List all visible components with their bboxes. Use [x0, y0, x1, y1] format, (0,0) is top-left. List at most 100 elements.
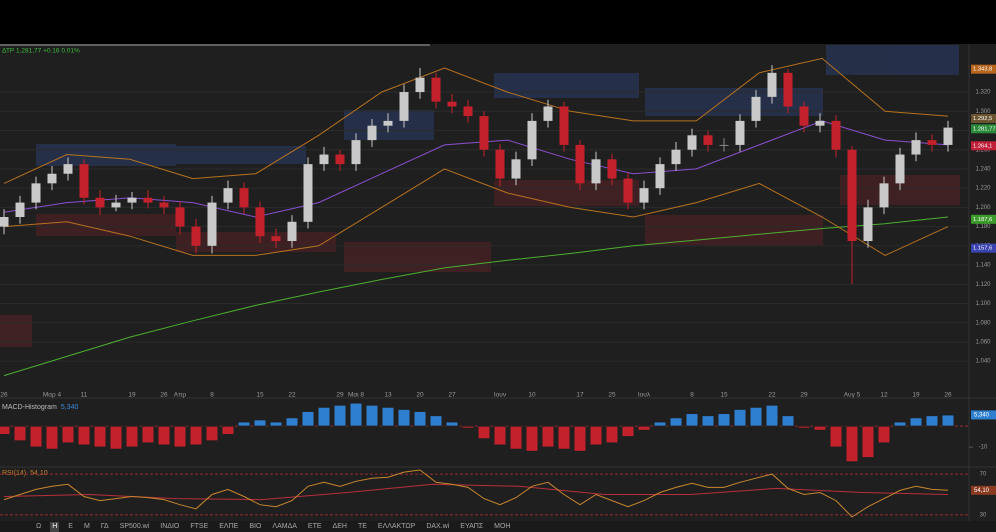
toolbar-item[interactable]: Ε: [68, 522, 73, 530]
toolbar-item[interactable]: Μ: [83, 522, 90, 530]
toolbar-item[interactable]: ΒΙΟ: [249, 522, 262, 530]
histogram-bar: [429, 415, 443, 427]
histogram-bar: [509, 425, 523, 450]
candle-body: [303, 164, 313, 222]
y-tick-label: 1.140: [975, 263, 991, 269]
supply-zone: [176, 146, 306, 164]
candle-body: [479, 116, 489, 150]
toolbar-item[interactable]: ΕΛΠΕ: [219, 522, 239, 530]
histogram-bar: [477, 425, 491, 440]
indicator-line: [3, 168, 949, 256]
x-tick-label: 22: [768, 392, 776, 399]
y-tick-label: 1.300: [975, 109, 991, 115]
candle-body: [15, 202, 25, 217]
histogram-bar: [573, 425, 587, 452]
toolbar-item[interactable]: ΜΟΗ: [494, 522, 511, 530]
toolbar-item[interactable]: ΙΝΔΙΟ: [160, 522, 180, 530]
histogram-bar: [637, 425, 651, 431]
histogram-bar: [365, 404, 379, 427]
x-tick-label: Αυγ 5: [844, 392, 861, 399]
histogram-bar: [941, 414, 955, 427]
candle-body: [815, 120, 825, 126]
candle-body: [751, 96, 761, 121]
y-tick-label: 1.060: [975, 340, 991, 346]
x-tick-label: 11: [81, 392, 88, 399]
histogram-bar: [173, 425, 187, 448]
x-tick-label: Ιουλ: [638, 392, 651, 399]
candle-body: [191, 226, 201, 246]
candle-body: [687, 135, 697, 150]
candle-body: [623, 178, 633, 203]
candle-body: [255, 207, 265, 237]
price-tag: [971, 243, 996, 253]
candle-body: [671, 149, 681, 165]
histogram-bar: [253, 419, 267, 427]
toolbar-item[interactable]: Ω: [36, 522, 42, 530]
histogram-bar: [317, 406, 331, 427]
x-tick-label: 19: [912, 392, 920, 399]
toolbar-item[interactable]: ΕΥΑΠΣ: [460, 522, 484, 530]
histogram-bar: [381, 406, 395, 427]
candle-body: [95, 197, 105, 208]
histogram-bar: [237, 421, 251, 427]
histogram-bar: [125, 425, 139, 448]
toolbar-item[interactable]: ΓΔ: [100, 522, 109, 530]
histogram-bar: [285, 417, 299, 427]
toolbar-item[interactable]: SP500.wi: [119, 522, 150, 530]
macd-name: MACD-Histogram: [2, 404, 57, 411]
y-tick-label: 1.080: [975, 320, 991, 326]
histogram-bar: [893, 421, 907, 427]
candle-body: [863, 207, 873, 242]
histogram-bar: [13, 425, 27, 442]
price-tag-label: 1.157,6: [973, 246, 992, 252]
histogram-bar: [189, 425, 203, 446]
x-tick-label: 20: [416, 392, 424, 399]
toolbar-item[interactable]: ΤΕ: [357, 522, 367, 530]
candle-body: [895, 154, 905, 184]
histogram-bar: [269, 421, 283, 427]
toolbar-item[interactable]: ΕΛΛΑΚΤΩΡ: [377, 522, 416, 530]
toolbar-item[interactable]: FTSE: [190, 522, 209, 530]
candle-body: [127, 197, 137, 203]
toolbar-item[interactable]: DAX.wi: [426, 522, 450, 530]
x-tick-label: Μαρ 4: [43, 392, 62, 399]
price-tag-label: 1.292,5: [973, 116, 992, 122]
candle-body: [447, 101, 457, 107]
candle-body: [799, 106, 809, 126]
candle-body: [335, 154, 345, 165]
toolbar-item[interactable]: ΛΑΜΔΑ: [272, 522, 297, 530]
histogram-bar: [669, 417, 683, 427]
demand-zone: [36, 214, 176, 236]
toolbar-item[interactable]: ΔΕΗ: [332, 522, 347, 530]
top-bar: [0, 0, 996, 44]
histogram-bar: [733, 408, 747, 427]
toolbar-item[interactable]: Η: [50, 521, 60, 532]
candle-body: [927, 140, 937, 145]
price-tag-label: 1.264,1: [973, 143, 992, 149]
price-tag: [971, 141, 996, 151]
histogram-bar: [541, 425, 555, 448]
price-tag-label: 1.187,6: [973, 217, 992, 223]
candle-body: [831, 120, 841, 150]
candle-body: [47, 173, 57, 184]
last-value-label: 54,10: [974, 488, 990, 494]
candle-body: [543, 106, 553, 121]
x-tick-label: 26: [0, 392, 8, 399]
x-tick-label: 27: [448, 392, 456, 399]
histogram-bar: [141, 425, 155, 444]
indicator-line: [3, 469, 949, 518]
toolbar-item[interactable]: ΕΤΕ: [307, 522, 322, 530]
x-tick-label: Απρ: [174, 392, 187, 399]
candle-body: [175, 207, 185, 227]
histogram-bar: [685, 413, 699, 427]
last-value-tag: [971, 410, 996, 420]
candle-body: [463, 106, 473, 117]
zones: [0, 45, 960, 347]
last-value-label: 5,340: [974, 413, 990, 419]
macd-last: 5,340: [61, 404, 79, 411]
histogram-bar: [461, 425, 475, 429]
candle-body: [223, 188, 233, 203]
indicator-line: [3, 216, 949, 377]
candle-body: [767, 72, 777, 97]
